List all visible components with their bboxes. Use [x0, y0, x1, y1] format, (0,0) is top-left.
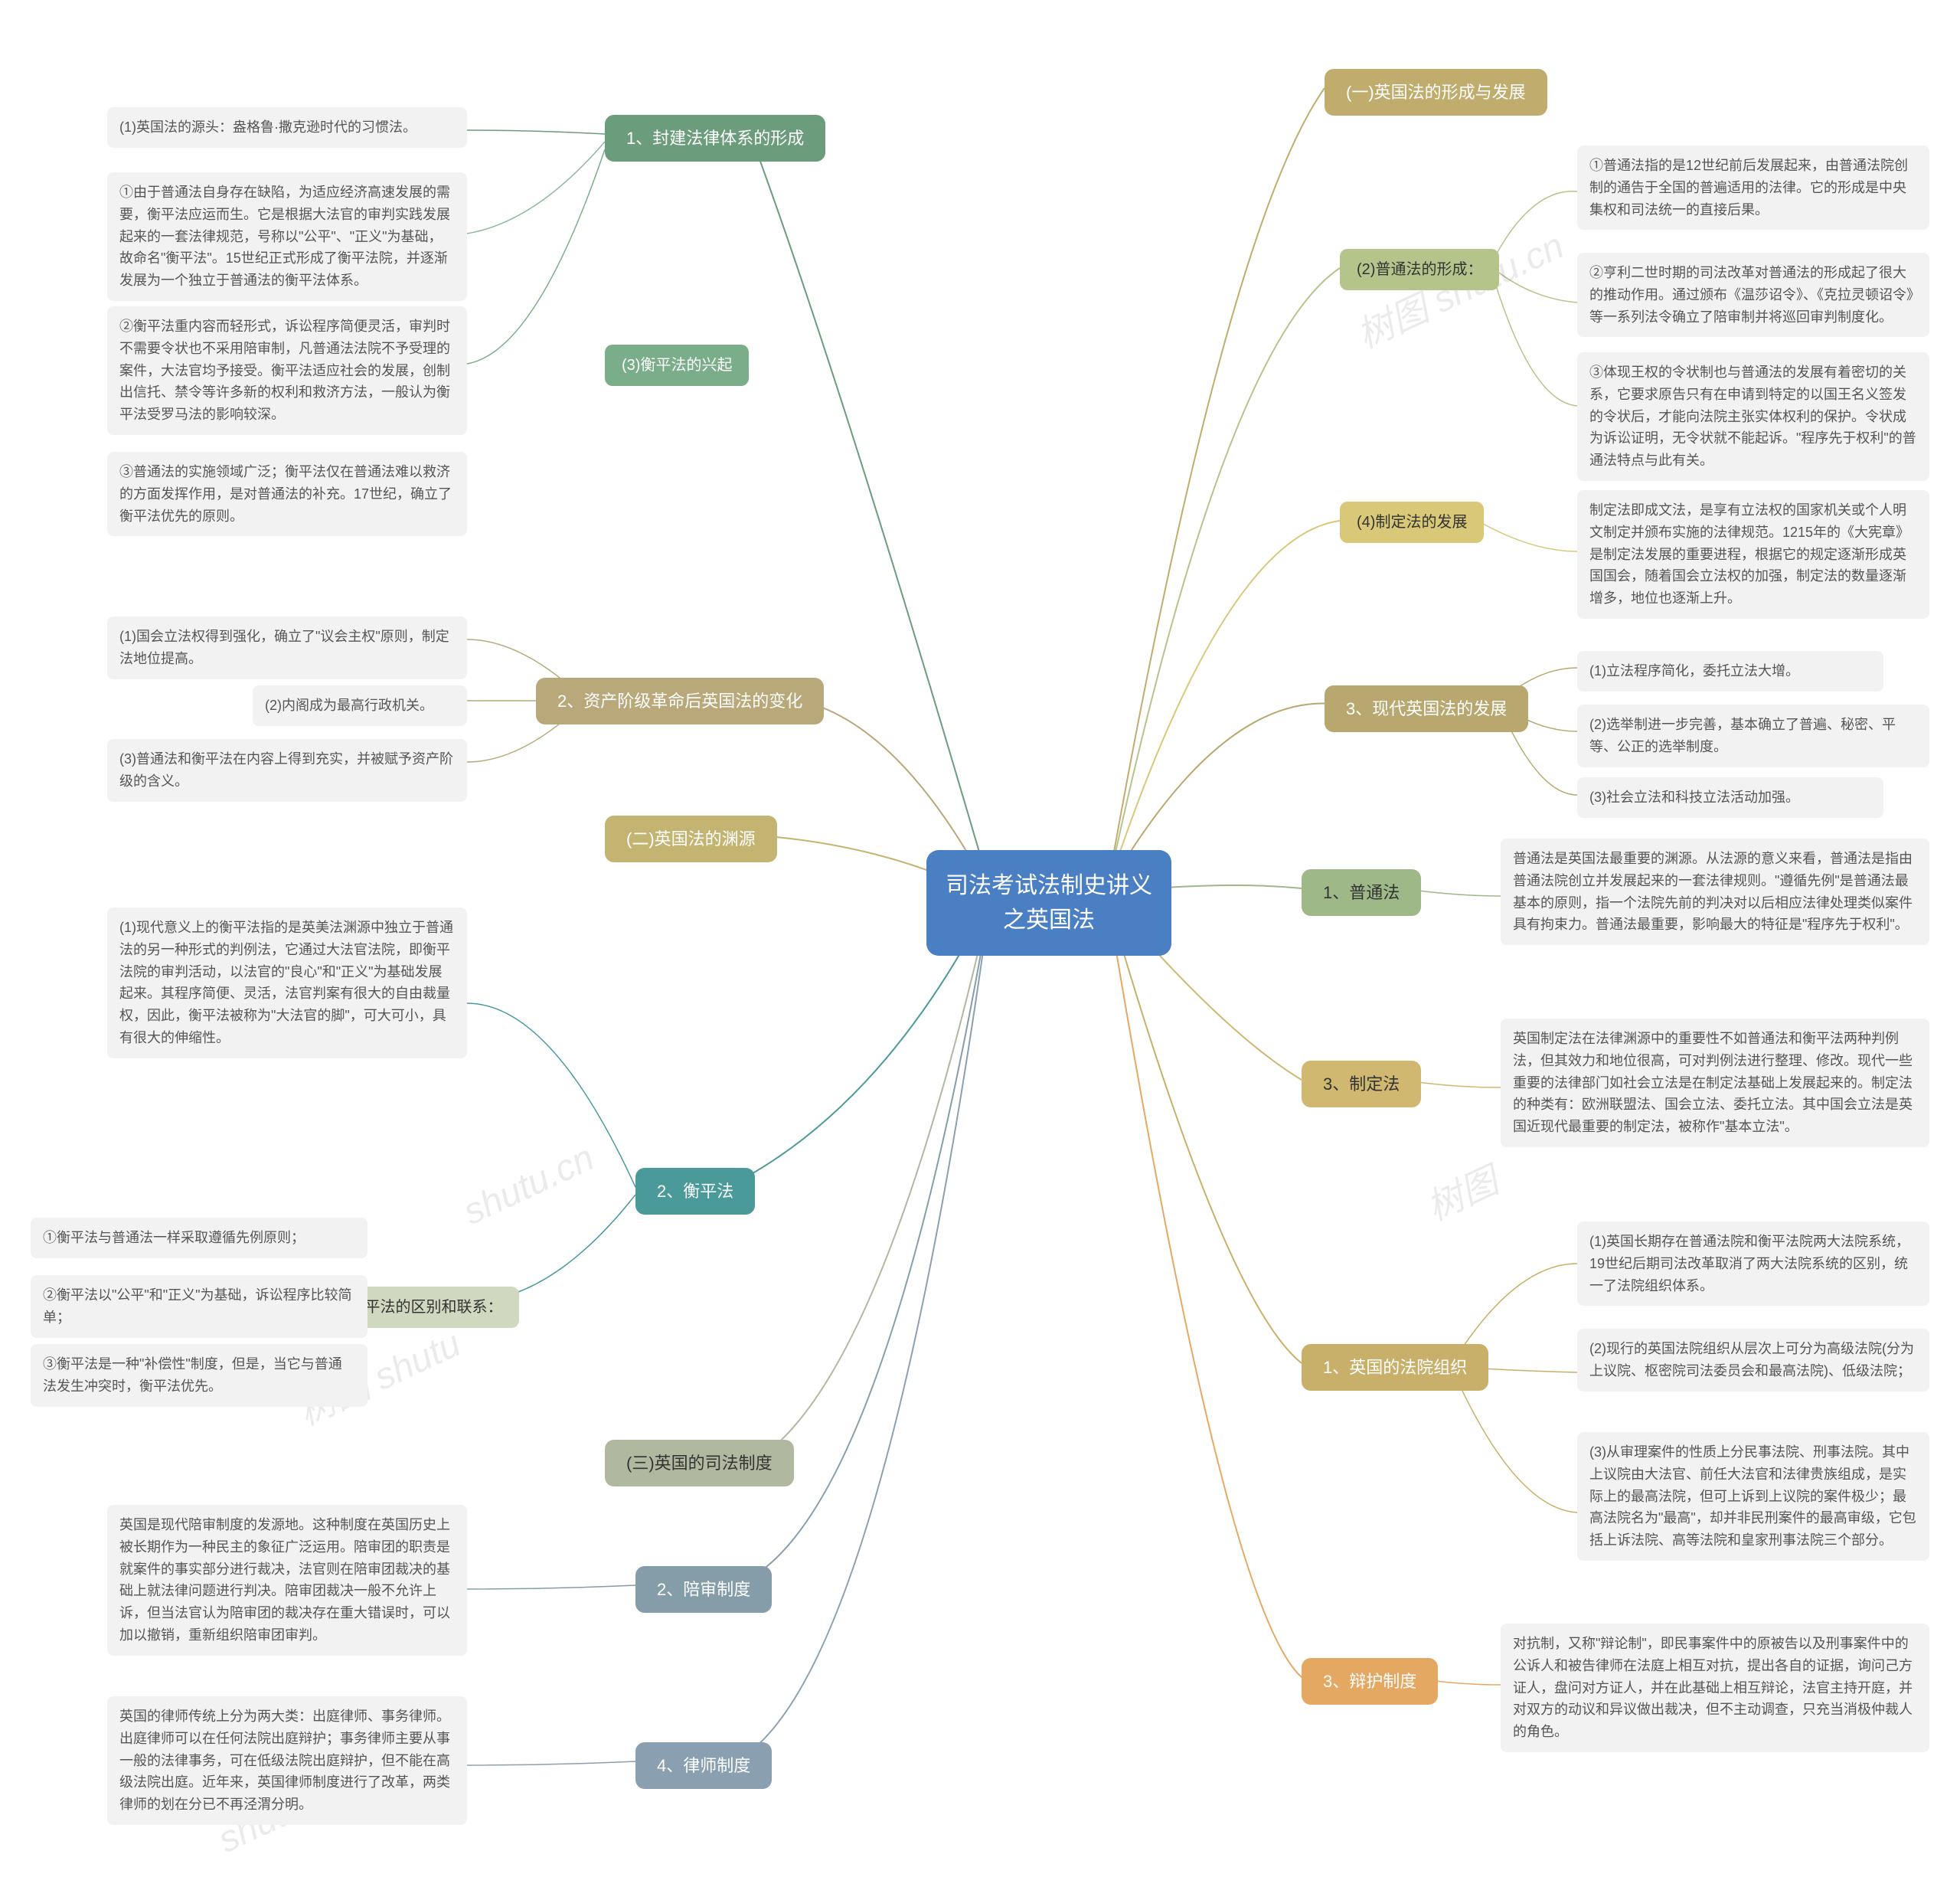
branch-right-1[interactable]: (一)英国法的形成与发展: [1325, 69, 1547, 116]
branch-left-6[interactable]: 2、陪审制度: [635, 1566, 772, 1613]
leaf-r7-3: (3)从审理案件的性质上分民事法院、刑事法院。其中上议院由大法官、前任大法官和法…: [1577, 1432, 1929, 1561]
branch-left-3[interactable]: (二)英国法的渊源: [605, 816, 777, 862]
branch-left-4[interactable]: 2、衡平法: [635, 1168, 755, 1215]
branch-left-5[interactable]: (三)英国的司法制度: [605, 1440, 794, 1486]
watermark: 树图: [1416, 1151, 1506, 1231]
leaf-b7: 英国的律师传统上分为两大类：出庭律师、事务律师。出庭律师可以在任何法院出庭辩护；…: [107, 1696, 467, 1825]
sub-r3[interactable]: (4)制定法的发展: [1340, 502, 1484, 543]
sub-r2[interactable]: (2)普通法的形成：: [1340, 249, 1499, 290]
leaf-b2-3: (3)普通法和衡平法在内容上得到充实，并被赋予资产阶级的含义。: [107, 739, 467, 802]
leaf-r4-3: (3)社会立法和科技立法活动加强。: [1577, 777, 1883, 818]
leaf-r6: 英国制定法在法律渊源中的重要性不如普通法和衡平法两种判例法，但其效力和地位很高，…: [1501, 1019, 1929, 1147]
leaf-b4s-2: ②衡平法以"公平"和"正义"为基础，诉讼程序比较简单；: [31, 1275, 368, 1338]
branch-left-7[interactable]: 4、律师制度: [635, 1742, 772, 1789]
central-node[interactable]: 司法考试法制史讲义之英国法: [926, 850, 1171, 956]
leaf-r2-3: ③体现王权的令状制也与普通法的发展有着密切的关系，它要求原告只有在申请到特定的以…: [1577, 352, 1929, 481]
leaf-b4s-1: ①衡平法与普通法一样采取遵循先例原则；: [31, 1218, 368, 1258]
leaf-r7-1: (1)英国长期存在普通法院和衡平法院两大法院系统，19世纪后期司法改革取消了两大…: [1577, 1221, 1929, 1306]
leaf-b2-1: (1)国会立法权得到强化，确立了"议会主权"原则，制定法地位提高。: [107, 616, 467, 679]
leaf-r2-2: ②亨利二世时期的司法改革对普通法的形成起了很大的推动作用。通过颁布《温莎诏令》、…: [1577, 253, 1929, 337]
leaf-r7-2: (2)现行的英国法院组织从层次上可分为高级法院(分为上议院、枢密院司法委员会和最…: [1577, 1329, 1929, 1392]
branch-left-1[interactable]: 1、封建法律体系的形成: [605, 115, 825, 162]
leaf-b6: 英国是现代陪审制度的发源地。这种制度在英国历史上被长期作为一种民主的象征广泛运用…: [107, 1505, 467, 1656]
branch-right-5[interactable]: 1、普通法: [1302, 869, 1421, 916]
leaf-b4-1: (1)现代意义上的衡平法指的是英美法渊源中独立于普通法的另一种形式的判例法，它通…: [107, 908, 467, 1058]
leaf-b4s-3: ③衡平法是一种"补偿性"制度，但是，当它与普通法发生冲突时，衡平法优先。: [31, 1344, 368, 1407]
leaf-b2-2: (2)内阁成为最高行政机关。: [253, 685, 467, 726]
sub-b1s2[interactable]: (3)衡平法的兴起: [605, 345, 749, 386]
leaf-r2-1: ①普通法指的是12世纪前后发展起来，由普通法院创制的通告于全国的普遍适用的法律。…: [1577, 146, 1929, 230]
branch-right-7[interactable]: 1、英国的法院组织: [1302, 1344, 1488, 1391]
leaf-b1s2a: ②衡平法重内容而轻形式，诉讼程序简便灵活，审判时不需要令状也不采用陪审制，凡普通…: [107, 306, 467, 435]
leaf-b1s2b: ③普通法的实施领域广泛；衡平法仅在普通法难以救济的方面发挥作用，是对普通法的补充…: [107, 452, 467, 536]
leaf-r3: 制定法即成文法，是享有立法权的国家机关或个人明文制定并颁布实施的法律规范。121…: [1577, 490, 1929, 619]
leaf-b1: (1)英国法的源头：盎格鲁·撒克逊时代的习惯法。: [107, 107, 467, 148]
leaf-r5: 普通法是英国法最重要的渊源。从法源的意义来看，普通法是指由普通法院创立并发展起来…: [1501, 839, 1929, 945]
watermark: shutu.cn: [457, 1136, 601, 1234]
leaf-r4-1: (1)立法程序简化，委托立法大增。: [1577, 651, 1883, 692]
branch-right-8[interactable]: 3、辩护制度: [1302, 1658, 1438, 1705]
leaf-r8: 对抗制，又称"辩论制"，即民事案件中的原被告以及刑事案件中的公诉人和被告律师在法…: [1501, 1624, 1929, 1752]
branch-right-6[interactable]: 3、制定法: [1302, 1061, 1421, 1107]
leaf-r4-2: (2)选举制进一步完善，基本确立了普遍、秘密、平等、公正的选举制度。: [1577, 705, 1929, 767]
branch-left-2[interactable]: 2、资产阶级革命后英国法的变化: [536, 678, 824, 724]
leaf-b1s1: ①由于普通法自身存在缺陷，为适应经济高速发展的需要，衡平法应运而生。它是根据大法…: [107, 172, 467, 301]
branch-right-4[interactable]: 3、现代英国法的发展: [1325, 685, 1528, 732]
